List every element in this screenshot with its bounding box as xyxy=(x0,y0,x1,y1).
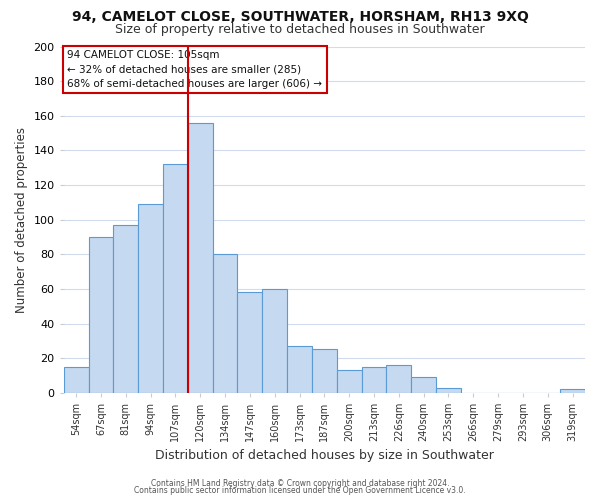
Text: Contains HM Land Registry data © Crown copyright and database right 2024.: Contains HM Land Registry data © Crown c… xyxy=(151,478,449,488)
Bar xyxy=(262,289,287,393)
Bar xyxy=(64,367,89,393)
Bar xyxy=(362,367,386,393)
Bar xyxy=(212,254,238,393)
Bar xyxy=(337,370,362,393)
Bar xyxy=(411,377,436,393)
Bar xyxy=(560,390,585,393)
Y-axis label: Number of detached properties: Number of detached properties xyxy=(15,126,28,312)
Bar xyxy=(113,225,138,393)
Text: 94, CAMELOT CLOSE, SOUTHWATER, HORSHAM, RH13 9XQ: 94, CAMELOT CLOSE, SOUTHWATER, HORSHAM, … xyxy=(71,10,529,24)
Bar xyxy=(238,292,262,393)
Bar xyxy=(386,365,411,393)
Bar xyxy=(188,122,212,393)
Text: Size of property relative to detached houses in Southwater: Size of property relative to detached ho… xyxy=(115,22,485,36)
Text: Contains public sector information licensed under the Open Government Licence v3: Contains public sector information licen… xyxy=(134,486,466,495)
Bar xyxy=(287,346,312,393)
Bar xyxy=(436,388,461,393)
X-axis label: Distribution of detached houses by size in Southwater: Distribution of detached houses by size … xyxy=(155,450,494,462)
Text: 94 CAMELOT CLOSE: 105sqm
← 32% of detached houses are smaller (285)
68% of semi-: 94 CAMELOT CLOSE: 105sqm ← 32% of detach… xyxy=(67,50,322,89)
Bar xyxy=(163,164,188,393)
Bar xyxy=(138,204,163,393)
Bar xyxy=(89,237,113,393)
Bar xyxy=(312,350,337,393)
